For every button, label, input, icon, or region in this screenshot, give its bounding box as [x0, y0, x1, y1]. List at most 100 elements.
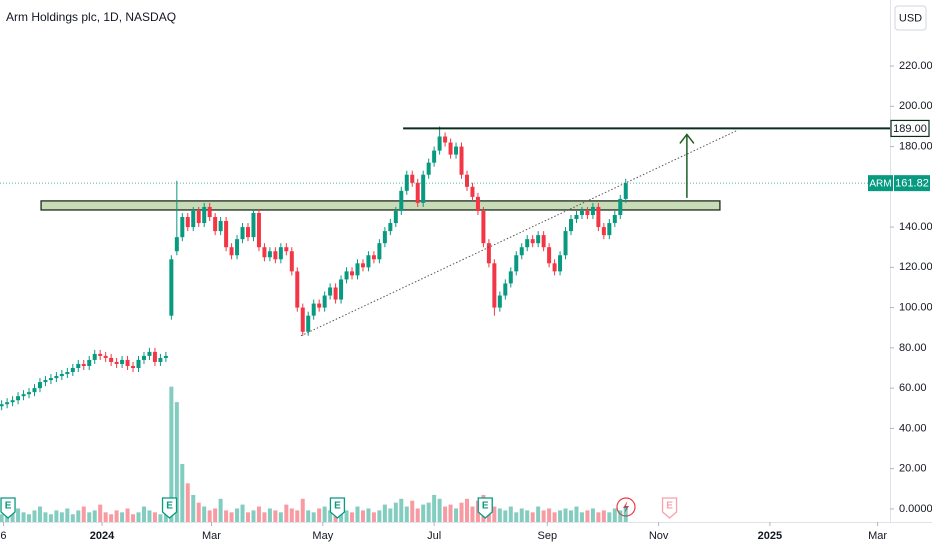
volume-bar: [464, 498, 469, 522]
y-tick-label: 0.0000: [899, 503, 932, 515]
volume-bar: [92, 510, 97, 522]
volume-bar: [432, 494, 437, 522]
candle-body: [360, 263, 365, 268]
currency-box[interactable]: [894, 5, 927, 31]
candle-body: [240, 227, 245, 240]
earnings-event[interactable]: E: [661, 497, 678, 519]
candle-body: [366, 255, 371, 268]
volume-bar: [98, 504, 103, 522]
earnings-event[interactable]: E: [477, 497, 493, 519]
volume-bar: [169, 386, 174, 522]
volume-bar: [558, 510, 563, 522]
x-tick-label: Mar: [202, 530, 221, 542]
y-tick-label: 120.00: [899, 261, 932, 273]
candle-body: [87, 359, 92, 366]
volume-bar: [87, 512, 92, 522]
volume-bar: [311, 512, 316, 522]
candle-body: [109, 357, 114, 362]
volume-bar: [218, 498, 223, 522]
volume-bar: [437, 498, 442, 522]
candle-body: [92, 353, 97, 360]
candle-body: [273, 251, 278, 260]
x-tick-label: 2024: [90, 530, 115, 542]
candle-body: [311, 303, 316, 316]
candle-body: [27, 392, 32, 395]
volume-bar: [114, 510, 119, 522]
volume-bar: [70, 514, 75, 522]
candle-body: [552, 263, 557, 272]
volume-bar: [10, 512, 15, 522]
volume-bar: [563, 508, 568, 522]
candle-body: [607, 223, 612, 236]
volume-bar: [289, 508, 294, 522]
x-tick-label: Sep: [537, 530, 557, 542]
volume-bar: [76, 510, 81, 522]
volume-bar: [618, 510, 623, 522]
earnings-event[interactable]: E: [329, 497, 346, 519]
candle-body: [251, 212, 256, 238]
resistance-tag: [890, 119, 930, 138]
volume-bar: [163, 510, 168, 522]
candle-body: [443, 136, 448, 143]
volume-bar: [596, 512, 601, 522]
volume-bar: [174, 402, 179, 522]
volume-bar: [530, 512, 535, 522]
candle-body: [59, 374, 64, 377]
candle-body: [158, 357, 163, 362]
volume-bar: [191, 494, 196, 522]
candle-body: [213, 217, 218, 232]
volume-bar: [366, 508, 371, 522]
candle-body: [475, 196, 480, 211]
volume-bar: [109, 514, 114, 522]
y-tick-label: 140.00: [899, 221, 932, 233]
x-tick-label: Nov: [649, 530, 669, 542]
candle-body: [503, 283, 508, 296]
volume-bar: [404, 506, 409, 522]
volume-bar: [470, 506, 475, 522]
candle-body: [350, 271, 355, 276]
earnings-event[interactable]: E: [0, 497, 16, 519]
volume-bar: [229, 512, 234, 522]
volume-bar: [306, 510, 311, 522]
earnings-event[interactable]: E: [161, 497, 178, 519]
candle-body: [229, 247, 234, 256]
candle-body: [289, 251, 294, 272]
candle-body: [432, 150, 437, 163]
volume-bar: [547, 508, 552, 522]
volume-bar: [207, 510, 212, 522]
volume-bar: [158, 514, 163, 522]
volume-bar: [454, 508, 459, 522]
candle-body: [437, 136, 442, 151]
candle-body: [399, 190, 404, 211]
candle-body: [339, 279, 344, 300]
candle-body: [547, 247, 552, 264]
candle-body: [147, 351, 152, 356]
volume-bar: [541, 510, 546, 522]
volume-bar: [224, 510, 229, 522]
candle-body: [596, 206, 601, 228]
candle-body: [355, 263, 360, 276]
volume-bar: [519, 508, 524, 522]
symbol-tag: [868, 175, 893, 192]
candle-body: [454, 146, 459, 155]
candle-body: [612, 215, 617, 224]
candle-body: [519, 247, 524, 256]
volume-bar: [185, 483, 190, 522]
currency-label[interactable]: USD: [899, 12, 922, 24]
candle-body: [246, 227, 251, 238]
candle-body: [410, 174, 415, 183]
candle-body: [579, 210, 584, 216]
candle-body: [163, 355, 168, 358]
volume-bar: [43, 512, 48, 522]
candle-body: [300, 307, 305, 332]
candle-body: [525, 239, 530, 248]
earnings-marker: [661, 497, 678, 519]
candle-body: [569, 219, 574, 232]
volume-bar: [273, 510, 278, 522]
volume-bar: [246, 512, 251, 522]
volume-bar: [65, 508, 70, 522]
candle-body: [256, 212, 261, 248]
volume-bar: [421, 504, 426, 522]
volume-bar: [399, 498, 404, 522]
volume-bar: [590, 508, 595, 522]
